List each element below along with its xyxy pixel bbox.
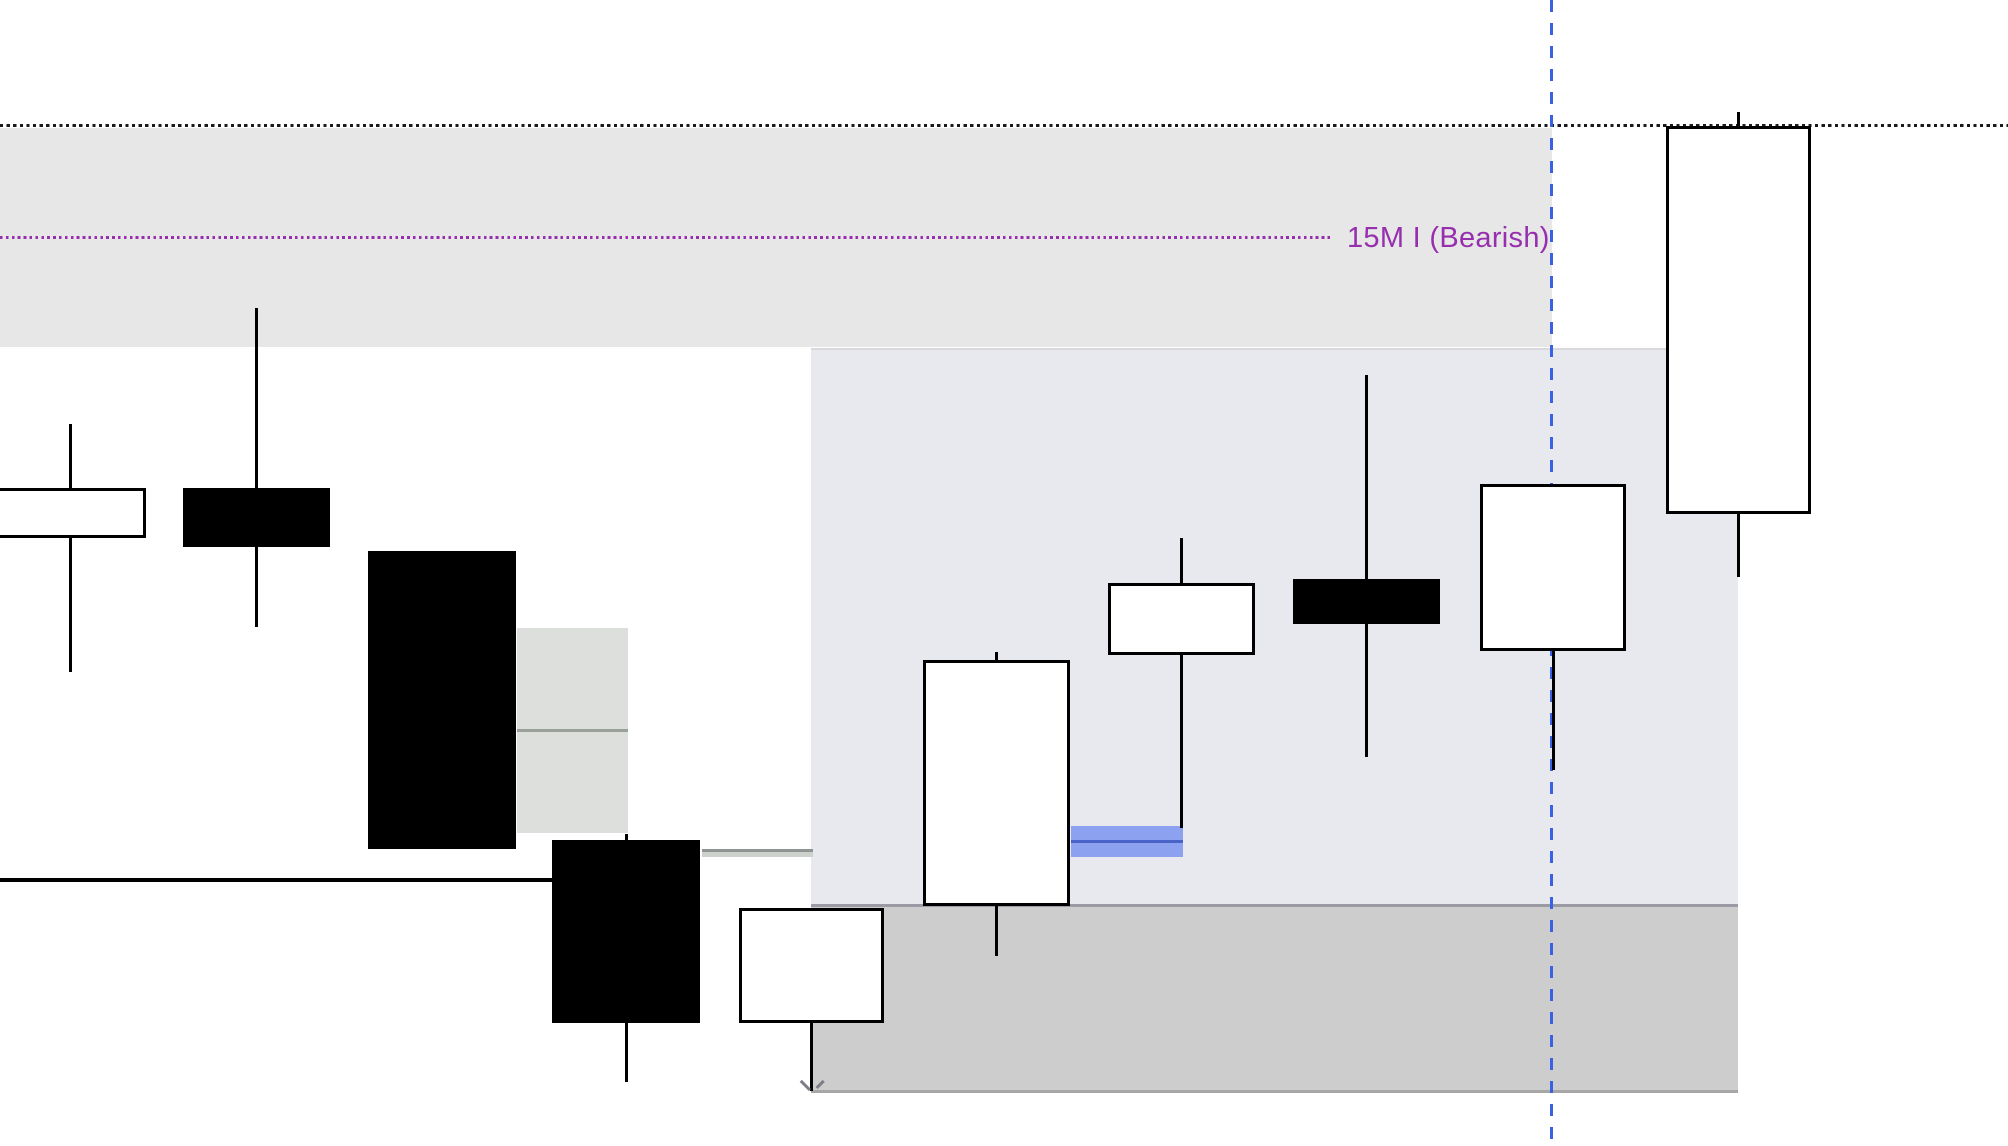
support-line-segment[interactable] (0, 878, 553, 882)
candle-wick (1180, 538, 1183, 828)
candle-body-bullish[interactable] (739, 908, 884, 1023)
candle-body-bullish[interactable] (0, 488, 146, 538)
indicator-dotted-line[interactable] (0, 236, 1332, 239)
candle-body-bearish[interactable] (552, 840, 700, 1023)
candle-body-bearish[interactable] (183, 488, 330, 547)
candle-body-bullish[interactable] (1666, 126, 1811, 514)
indicator-label[interactable]: 15M I (Bearish) (1347, 222, 1550, 254)
candle-body-bearish[interactable] (368, 551, 516, 849)
candle-body-bullish[interactable] (1108, 583, 1255, 655)
gray-line-segment-light (702, 852, 813, 857)
imbalance-box-divider (517, 729, 628, 732)
zone-lower-session[interactable] (811, 904, 1738, 1093)
candle-body-bullish[interactable] (923, 660, 1070, 906)
gray-line-segment-dark (702, 849, 813, 852)
candle-wick (1365, 375, 1368, 757)
dotted-level-line[interactable] (0, 124, 2008, 127)
candle-wick (255, 308, 258, 627)
candle-body-bearish[interactable] (1293, 579, 1440, 624)
candle-wick (69, 424, 72, 672)
candle-body-bullish[interactable] (1480, 484, 1626, 651)
order-block-box-divider (1071, 840, 1183, 843)
